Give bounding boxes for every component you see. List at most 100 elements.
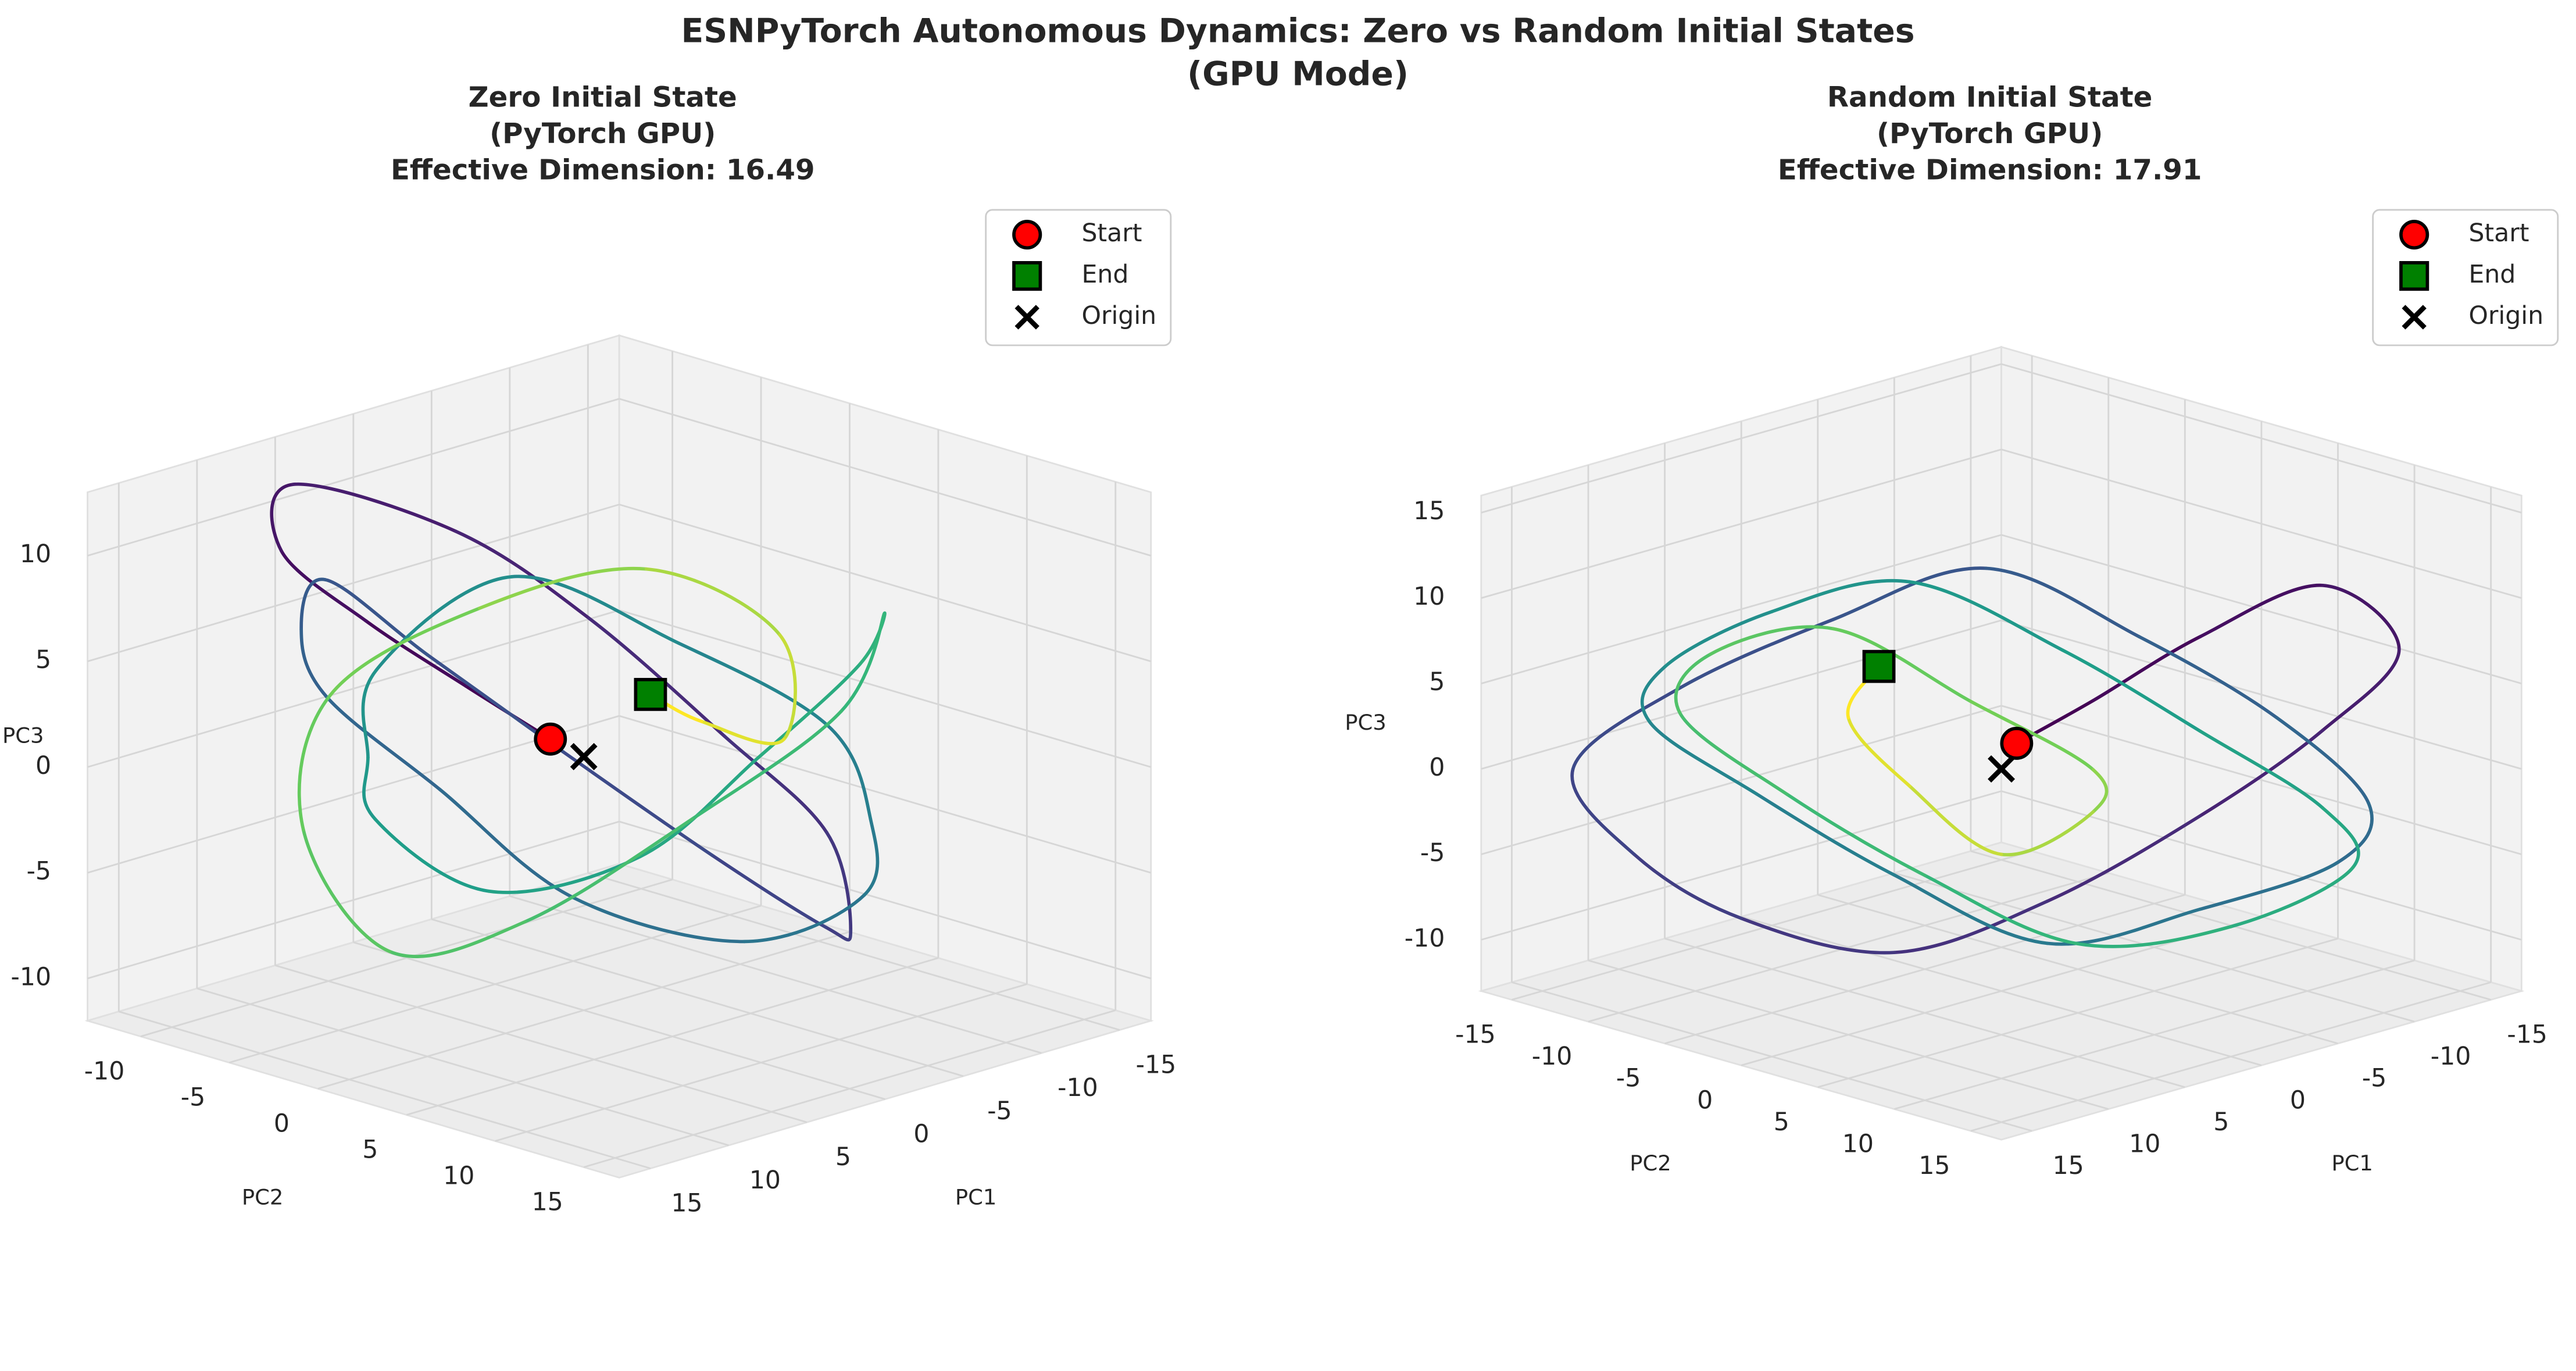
- z-tick-label: -5: [1420, 838, 1445, 867]
- z-tick-label: 5: [1429, 667, 1445, 697]
- trajectory-segment: [1632, 852, 1743, 920]
- grid-line: [406, 957, 939, 1116]
- marker: [534, 722, 567, 756]
- grid-line: [2001, 534, 2522, 684]
- trajectory-segment: [561, 749, 714, 857]
- trajectory-segment: [297, 693, 333, 831]
- x-axis-label: PC1: [2331, 1151, 2373, 1176]
- y-tick-label: 5: [362, 1135, 378, 1164]
- legend-label: Origin: [1081, 301, 1156, 330]
- trajectory-segment: [270, 483, 295, 553]
- z-axis-label: PC3: [1345, 710, 1387, 735]
- z-tick-label: -5: [27, 857, 51, 886]
- trajectory-segment: [1570, 767, 1636, 856]
- grid-line: [118, 1011, 651, 1169]
- grid-line: [196, 987, 729, 1147]
- grid-line: [431, 918, 964, 1077]
- grid-line: [2001, 448, 2522, 599]
- trajectory-segment: [1755, 792, 1896, 877]
- trajectory-segment: [2045, 907, 2202, 946]
- trajectory-segment: [2275, 716, 2370, 805]
- trajectory-segment: [826, 724, 873, 821]
- legend-label: Origin: [2468, 301, 2543, 330]
- grid-line: [509, 895, 1042, 1054]
- trajectory-segment: [388, 920, 527, 958]
- y-tick-label: -10: [84, 1057, 125, 1086]
- grid-line: [87, 504, 620, 662]
- x-tick-label: 5: [835, 1142, 851, 1172]
- grid-line: [87, 820, 620, 980]
- x-tick-label: -5: [987, 1097, 1012, 1126]
- trajectory-segment: [477, 566, 648, 610]
- trajectory-segment: [2045, 814, 2202, 903]
- y-tick-label: 15: [1918, 1151, 1950, 1180]
- subplot-title: (PyTorch GPU): [490, 117, 716, 150]
- trajectory-segment: [523, 817, 694, 923]
- x-tick-label: -10: [1057, 1073, 1098, 1102]
- trajectory-segment: [1907, 580, 2064, 652]
- marker: [1012, 220, 1042, 250]
- trajectory-segment: [1709, 625, 1835, 656]
- subplot-title: Zero Initial State: [469, 81, 737, 114]
- trajectory-segment: [710, 854, 828, 929]
- trajectory-segment: [299, 627, 328, 698]
- trajectory-segment: [2198, 583, 2325, 638]
- marker: [2402, 305, 2427, 330]
- trajectory-segment: [756, 662, 862, 760]
- marker: [2399, 220, 2429, 250]
- grid-line: [1481, 705, 2002, 855]
- y-tick-label: 0: [274, 1109, 290, 1138]
- grid-line: [87, 609, 620, 768]
- marker: [1988, 755, 2016, 783]
- trajectory-segment: [644, 567, 782, 637]
- grid-line: [2001, 619, 2522, 770]
- trajectory-segment: [2091, 635, 2202, 702]
- trajectory-segment: [2060, 648, 2202, 733]
- x-tick-label: -15: [2507, 1020, 2548, 1049]
- grid-line: [1664, 894, 2185, 1045]
- y-tick-label: 0: [1697, 1086, 1713, 1115]
- trajectory-segment: [824, 925, 853, 942]
- grid-line: [619, 715, 1152, 874]
- x-tick-label: -5: [2362, 1064, 2386, 1093]
- grid-line: [1588, 872, 2109, 1023]
- z-tick-label: 5: [35, 645, 51, 674]
- y-axis-label: PC2: [1630, 1151, 1671, 1176]
- marker: [1012, 261, 1042, 291]
- x-tick-label: 15: [2053, 1151, 2084, 1180]
- z-tick-label: -10: [1405, 924, 1445, 953]
- z-tick-label: 10: [20, 540, 51, 569]
- trajectory-segment: [839, 612, 886, 713]
- trajectory-segment: [1892, 899, 2049, 955]
- grid-line: [2001, 363, 2522, 514]
- trajectory-segment: [825, 830, 853, 933]
- trajectory-segment: [1678, 711, 1789, 797]
- grid-line: [619, 398, 1152, 557]
- trajectory-segment: [301, 827, 392, 954]
- y-tick-label: -10: [1532, 1042, 1573, 1071]
- grid-line: [87, 398, 620, 557]
- trajectory-segment: [1907, 784, 2003, 856]
- trajectory-segment: [510, 574, 681, 645]
- x-tick-label: 10: [749, 1166, 781, 1195]
- trajectory-segment: [1999, 810, 2095, 856]
- trajectory-segment: [1846, 716, 1912, 788]
- trajectory-segment: [2076, 924, 2233, 948]
- trajectory-segment: [1984, 566, 2141, 638]
- trajectory-segment: [373, 817, 491, 893]
- subplot-title: (PyTorch GPU): [1877, 117, 2103, 150]
- trajectory-segment: [1640, 665, 1667, 724]
- trajectory-segment: [323, 578, 430, 657]
- trajectory-segment: [742, 893, 866, 944]
- trajectory-segment: [1923, 873, 2080, 945]
- trajectory-segment: [699, 719, 786, 745]
- z-tick-label: 10: [1413, 582, 1445, 611]
- trajectory-segment: [2321, 583, 2401, 651]
- legend-label: Start: [1081, 219, 1142, 248]
- x-tick-label: -15: [1136, 1050, 1177, 1079]
- trajectory-segment: [571, 896, 746, 944]
- y-tick-label: 15: [532, 1187, 563, 1216]
- trajectory-segment: [587, 616, 727, 738]
